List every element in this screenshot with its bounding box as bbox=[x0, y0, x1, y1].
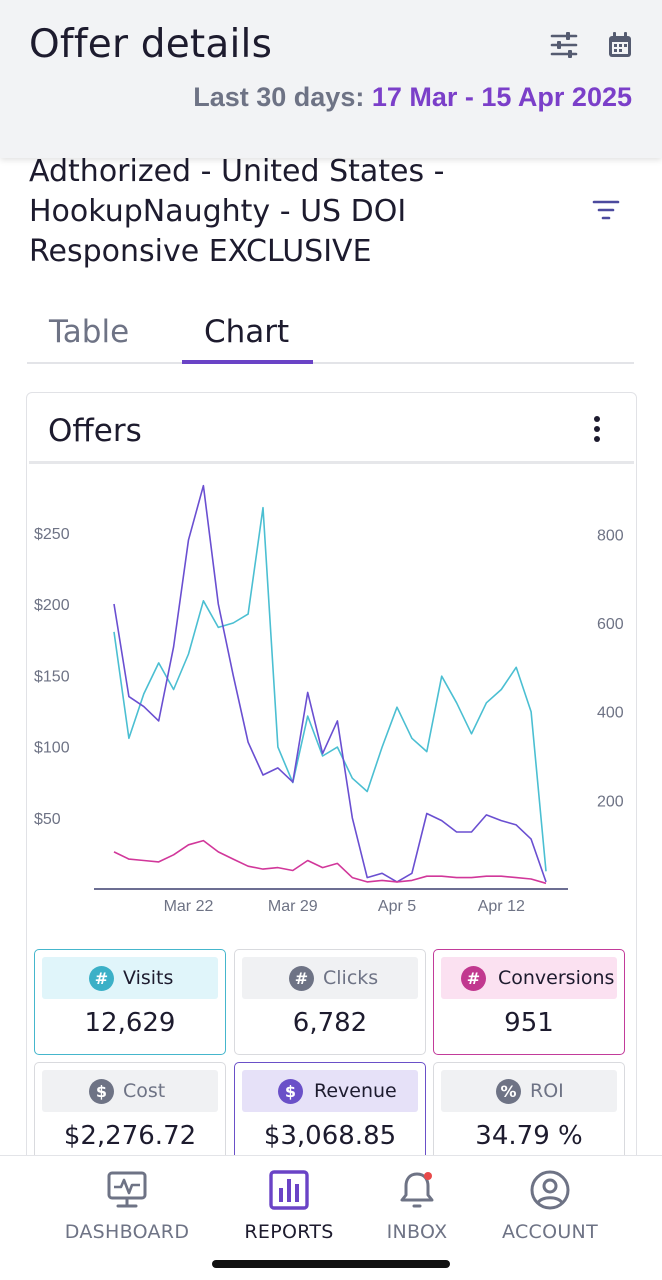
x-tick-label: Mar 22 bbox=[164, 898, 214, 915]
calendar-icon[interactable] bbox=[605, 30, 635, 60]
metric-value: 12,629 bbox=[84, 1008, 176, 1038]
more-vertical-icon[interactable] bbox=[592, 415, 602, 443]
tab-table[interactable]: Table bbox=[49, 314, 130, 350]
y-left-tick-label: $200 bbox=[34, 597, 70, 614]
y-left-tick-label: $150 bbox=[34, 668, 70, 685]
user-circle-icon bbox=[530, 1170, 570, 1210]
bell-icon bbox=[400, 1172, 434, 1208]
y-left-tick-label: $50 bbox=[34, 811, 61, 828]
home-indicator bbox=[212, 1260, 450, 1268]
hash-icon: # bbox=[461, 966, 486, 991]
date-range-label: Last 30 days: bbox=[193, 82, 365, 112]
metric-tile-revenue[interactable]: $ Revenue $3,068.85 bbox=[234, 1062, 426, 1168]
metric-value: $2,276.72 bbox=[63, 1121, 197, 1151]
metric-tile-header: # Conversions bbox=[441, 957, 617, 999]
metric-label: Revenue bbox=[314, 1080, 397, 1102]
series-line-2 bbox=[113, 839, 547, 885]
dollar-icon: $ bbox=[278, 1079, 303, 1104]
nav-label: INBOX bbox=[386, 1221, 448, 1243]
metric-tile-conversions[interactable]: # Conversions 951 bbox=[433, 949, 625, 1055]
nav-label: DASHBOARD bbox=[64, 1221, 190, 1243]
y-left-tick-label: $100 bbox=[34, 740, 70, 757]
metric-tile-roi[interactable]: % ROI 34.79 % bbox=[433, 1062, 625, 1168]
page-title: Offer details bbox=[29, 22, 273, 67]
tab-chart[interactable]: Chart bbox=[204, 314, 290, 350]
metric-label: Clicks bbox=[323, 967, 379, 989]
percent-icon: % bbox=[496, 1079, 521, 1104]
nav-account[interactable]: ACCOUNT bbox=[470, 1156, 630, 1256]
view-tabs: Table Chart bbox=[27, 300, 634, 364]
metric-tile-header: $ Revenue bbox=[242, 1070, 418, 1112]
nav-dashboard[interactable]: DASHBOARD bbox=[47, 1156, 207, 1256]
offer-name: Adthorized - United States - HookupNaugh… bbox=[29, 154, 445, 269]
dollar-icon: $ bbox=[89, 1079, 114, 1104]
x-tick-label: Apr 12 bbox=[478, 898, 525, 915]
app-header: Offer details Last 30 days: 17 Mar - 15 … bbox=[0, 0, 662, 158]
y-right-tick-label: 400 bbox=[597, 705, 624, 722]
metric-label: Cost bbox=[123, 1080, 166, 1102]
bar-chart-icon bbox=[269, 1170, 309, 1210]
metric-value: 6,782 bbox=[292, 1008, 368, 1038]
y-right-tick-label: 200 bbox=[597, 793, 624, 810]
hash-icon: # bbox=[89, 966, 114, 991]
metric-tile-header: $ Cost bbox=[42, 1070, 218, 1112]
y-left-tick-label: $250 bbox=[34, 526, 70, 543]
nav-label: REPORTS bbox=[244, 1221, 334, 1243]
metric-value: 34.79 % bbox=[475, 1121, 583, 1151]
metric-tile-visits[interactable]: # Visits 12,629 bbox=[34, 949, 226, 1055]
series-line-0 bbox=[113, 506, 547, 872]
series-line-1 bbox=[113, 484, 547, 883]
offers-card: Offers $50 $100 $150 $200 $250 200 400 600 800 Ma… bbox=[26, 392, 637, 1232]
x-tick-label: Apr 5 bbox=[378, 898, 416, 915]
hash-icon: # bbox=[289, 966, 314, 991]
date-range[interactable]: Last 30 days: 17 Mar - 15 Apr 2025 bbox=[193, 82, 632, 113]
card-divider bbox=[29, 461, 634, 464]
metric-tile-header: # Visits bbox=[42, 957, 218, 999]
metric-tile-cost[interactable]: $ Cost $2,276.72 bbox=[34, 1062, 226, 1168]
metric-tile-clicks[interactable]: # Clicks 6,782 bbox=[234, 949, 426, 1055]
x-tick-label: Mar 29 bbox=[268, 898, 318, 915]
bottom-navigation: DASHBOARD REPORTS INBOX ACCOUNT bbox=[0, 1155, 662, 1280]
date-range-value: 17 Mar - 15 Apr 2025 bbox=[371, 82, 632, 112]
nav-inbox[interactable]: INBOX bbox=[337, 1156, 497, 1256]
monitor-icon bbox=[107, 1171, 147, 1208]
tab-active-indicator bbox=[182, 360, 313, 364]
filter-icon[interactable] bbox=[591, 198, 621, 222]
metric-label: Conversions bbox=[498, 967, 615, 989]
metric-tile-header: # Clicks bbox=[242, 957, 418, 999]
y-right-tick-label: 600 bbox=[597, 616, 624, 633]
metric-value: 951 bbox=[504, 1008, 554, 1038]
sliders-icon[interactable] bbox=[549, 30, 579, 60]
offers-line-chart: $50 $100 $150 $200 $250 200 400 600 800 Mar 22 Mar… bbox=[34, 484, 624, 915]
metric-value: $3,068.85 bbox=[263, 1121, 397, 1151]
nav-reports[interactable]: REPORTS bbox=[209, 1156, 369, 1256]
metric-label: ROI bbox=[530, 1080, 564, 1102]
metric-label: Visits bbox=[123, 967, 174, 989]
nav-label: ACCOUNT bbox=[502, 1221, 598, 1243]
metric-tile-header: % ROI bbox=[441, 1070, 617, 1112]
y-right-tick-label: 800 bbox=[597, 527, 624, 544]
card-title: Offers bbox=[48, 413, 142, 449]
